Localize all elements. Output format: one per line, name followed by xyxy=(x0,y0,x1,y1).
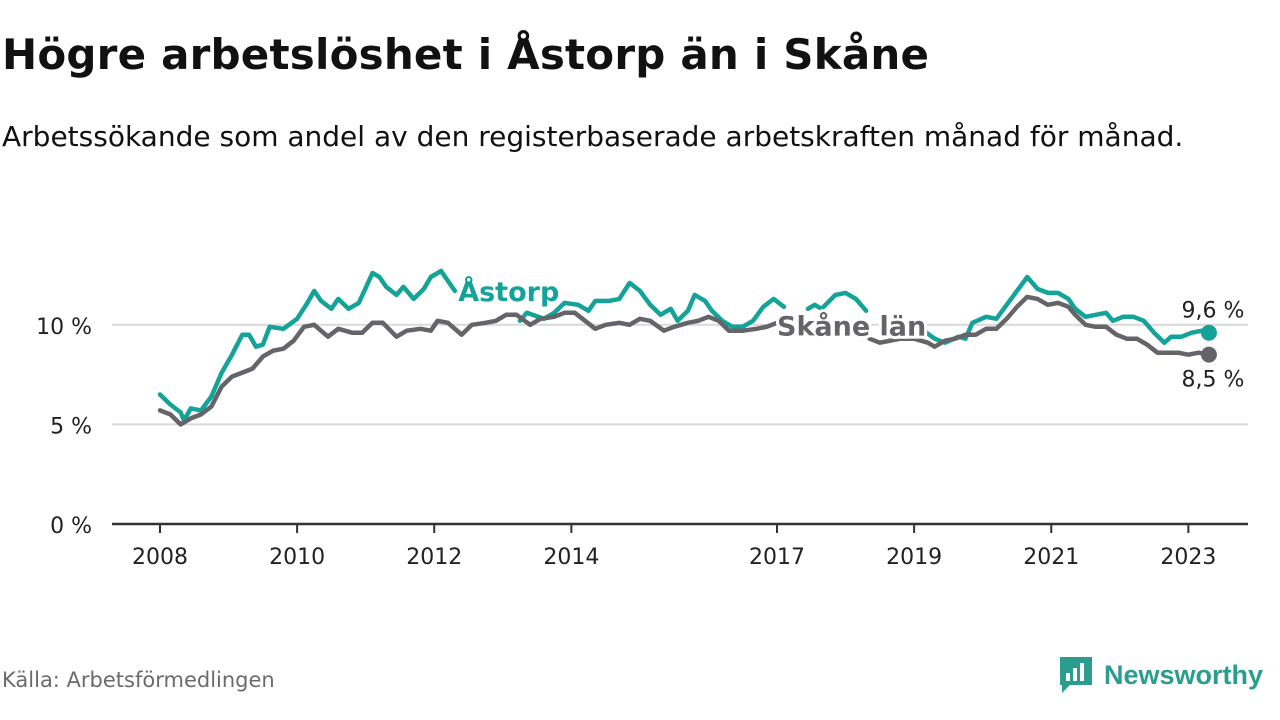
series-label-skane: Skåne län xyxy=(777,311,926,343)
x-axis: 2008 2010 2012 2014 2017 2019 2021 2023 xyxy=(112,522,1248,570)
x-tick-label: 2019 xyxy=(886,545,942,570)
end-point-astorp xyxy=(1200,324,1217,341)
x-tick-label: 2012 xyxy=(406,545,462,570)
chart-subtitle: Arbetssökande som andel av den registerb… xyxy=(2,120,1184,153)
series-line-astorp xyxy=(157,268,458,423)
series-line-astorp xyxy=(918,274,1212,345)
chart-title: Högre arbetslöshet i Åstorp än i Skåne xyxy=(2,30,930,79)
series-line-astorp xyxy=(517,280,787,330)
end-point-skane xyxy=(1200,346,1217,363)
gridlines xyxy=(112,323,1248,426)
y-tick-label: 10 % xyxy=(36,315,92,340)
series-line-astorp xyxy=(805,290,869,314)
series-line-skane xyxy=(157,310,780,427)
brand-logo[interactable]: Newsworthy xyxy=(1058,655,1263,695)
series-lines xyxy=(157,268,1217,427)
source-note: Källa: Arbetsförmedlingen xyxy=(2,668,275,692)
end-value-label: 8,5 % xyxy=(1181,368,1244,393)
newsworthy-logo-icon xyxy=(1060,657,1092,693)
y-tick-label: 5 % xyxy=(50,414,92,439)
series-labels: Åstorp Skåne län 9,6 % 8,5 % xyxy=(455,273,1247,395)
series-label-astorp: Åstorp xyxy=(458,276,559,308)
x-tick-label: 2008 xyxy=(132,545,188,570)
x-tick-label: 2023 xyxy=(1160,545,1216,570)
brand-name: Newsworthy xyxy=(1104,659,1264,690)
series-line-skane xyxy=(867,294,1212,357)
x-tick-label: 2017 xyxy=(749,545,805,570)
x-tick-label: 2021 xyxy=(1023,545,1079,570)
y-axis-ticks: 0 % 5 % 10 % xyxy=(36,315,92,539)
end-value-label: 9,6 % xyxy=(1181,299,1244,324)
x-tick-label: 2010 xyxy=(269,545,325,570)
x-tick-label: 2014 xyxy=(543,545,599,570)
y-tick-label: 0 % xyxy=(50,514,92,539)
